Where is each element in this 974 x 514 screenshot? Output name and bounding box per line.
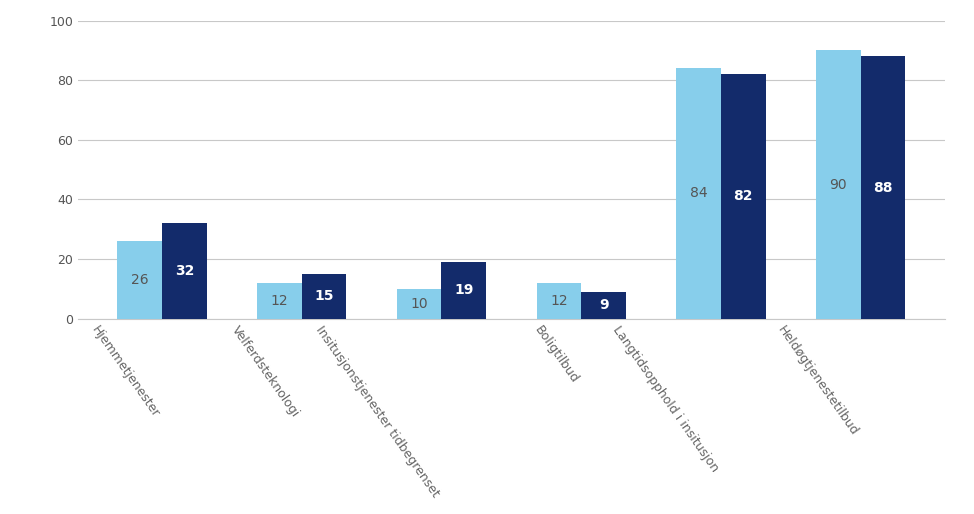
Text: 12: 12: [271, 294, 288, 308]
Bar: [396, 289, 441, 319]
Bar: [676, 68, 721, 319]
Bar: [581, 292, 626, 319]
Bar: [162, 223, 206, 319]
Text: 82: 82: [733, 190, 753, 204]
Bar: [302, 274, 347, 319]
Text: 10: 10: [410, 297, 428, 311]
Text: 84: 84: [690, 187, 707, 200]
Bar: [257, 283, 302, 319]
Bar: [721, 74, 766, 319]
Text: 9: 9: [599, 298, 609, 313]
Text: 19: 19: [454, 283, 473, 298]
Bar: [816, 50, 861, 319]
Text: 88: 88: [874, 180, 893, 194]
Text: 90: 90: [830, 177, 847, 192]
Bar: [861, 57, 906, 319]
Text: 26: 26: [131, 273, 148, 287]
Text: 32: 32: [174, 264, 194, 278]
Bar: [441, 262, 486, 319]
Bar: [537, 283, 581, 319]
Text: 12: 12: [550, 294, 568, 308]
Text: 15: 15: [315, 289, 334, 303]
Bar: [117, 241, 162, 319]
